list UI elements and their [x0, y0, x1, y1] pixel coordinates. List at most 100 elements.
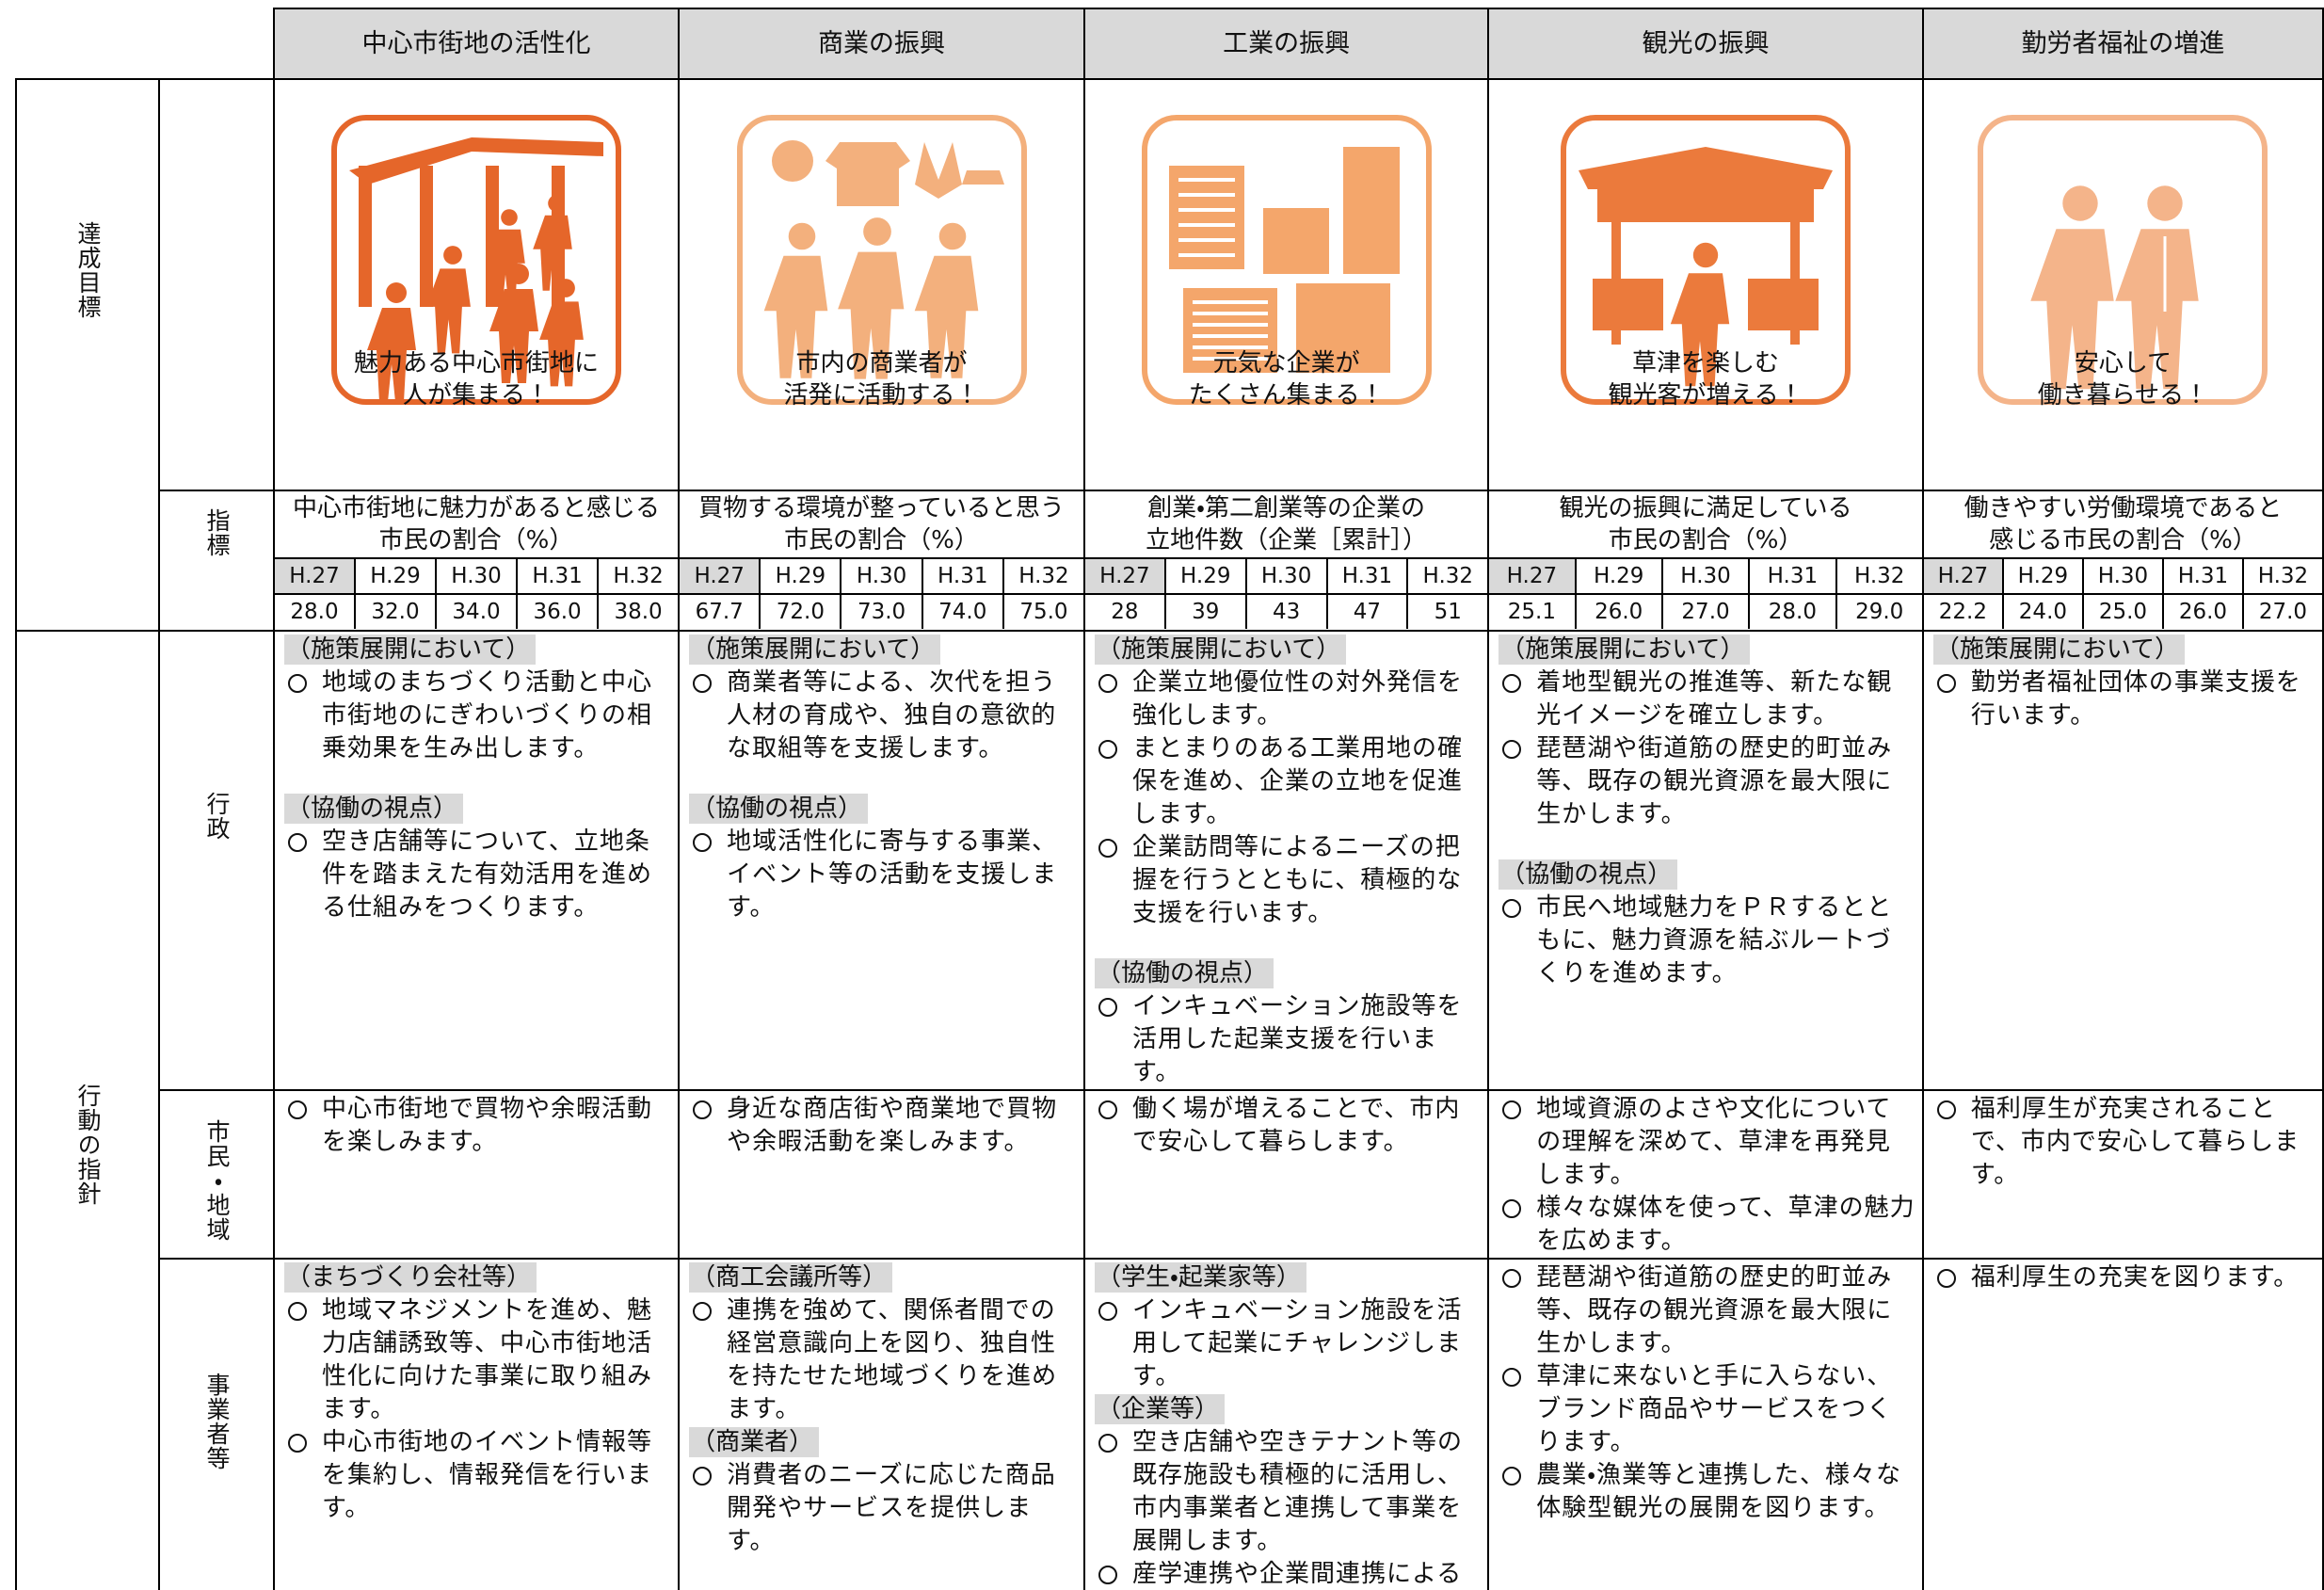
section-heading: （協働の視点） [1499, 859, 1678, 890]
action-item: 農業・漁業等と連携した、様々な体験型観光の展開を図ります。 [1499, 1459, 1916, 1525]
action-row-label: 行政 [158, 630, 275, 1091]
goal-caption: 草津を楽しむ 観光客が増える！ [1490, 347, 1921, 411]
heading-wrap: （協働の視点） [689, 765, 1078, 826]
goal-cell: 魅力ある中心市街地に 人が集まる！ [272, 78, 681, 491]
value: 26.0 [1574, 596, 1661, 629]
year: H.30 [840, 560, 921, 592]
year-cells: H.27 H.29 H.30 H.31 H.32 [681, 560, 1082, 592]
actions-label-text: 行動の指針 [74, 1083, 102, 1206]
table-row: 事業者等 （まちづくり会社等） 地域マネジメントを進め、魅力店舗誘致等、中心市街地活… [16, 1258, 2324, 1590]
section-heading: （施策展開において） [1932, 634, 2186, 665]
heading-wrap: （協働の視点） [284, 765, 672, 826]
year-cells: H.27 H.29 H.30 H.31 H.32 [1924, 560, 2321, 592]
action-item: 空き店舗や空きテナント等の既存施設も積極的に活用し、市内事業者と連携して事業を展… [1095, 1426, 1482, 1558]
indicator-title-line: 市民の割合（%） [1608, 526, 1803, 554]
action-content: （施策展開において） 勤労者福祉団体の事業支援を行います。 [1925, 633, 2321, 732]
year: H.29 [759, 560, 840, 592]
action-item: 企業訪問等によるニーズの把握を行うとともに、積極的な支援を行います。 [1095, 831, 1482, 930]
action-cell: （施策展開において） 勤労者福祉団体の事業支援を行います。 [1921, 630, 2324, 1091]
heading-wrap: （協働の視点） [1094, 930, 1482, 990]
table-row: 指標 中心市街地に魅力があると感じる 市民の割合（%） 買物する環境が整っていると思う… [16, 490, 2324, 632]
value-cells: 25.1 26.0 27.0 28.0 29.0 [1490, 596, 1921, 629]
action-cell: 身近な商店街や商業地で買物や余暇活動を楽しみます。 [678, 1089, 1085, 1260]
goals-label: 達成目標 [15, 78, 160, 632]
value: 28.0 [1748, 596, 1835, 629]
caption-line: 市内の商業者が [795, 349, 968, 377]
value: 75.0 [1002, 596, 1082, 629]
section-heading: （協働の視点） [1094, 958, 1274, 988]
goal-caption: 魅力ある中心市街地に 人が集まる！ [276, 347, 677, 411]
actions-label: 行動の指針 [15, 630, 160, 1590]
heading-wrap: （施策展開において） [284, 634, 672, 667]
caption-line: 安心して [2074, 349, 2172, 377]
action-item: 草津に来ないと手に入らない、ブランド商品やサービスをつくります。 [1499, 1360, 1916, 1459]
indicator-title-line: 観光の振興に満足している [1559, 494, 1852, 522]
caption-line: 魅力ある中心市街地に [354, 349, 600, 377]
section-heading: （施策展開において） [1499, 634, 1751, 665]
action-item: インキュベーション施設等を活用した起業支援を行います。 [1095, 990, 1482, 1088]
section-heading: （施策展開において） [1094, 634, 1347, 665]
value: 38.0 [597, 596, 677, 629]
section-heading: （施策展開において） [284, 634, 537, 665]
section-heading: （商工会議所等） [689, 1262, 893, 1293]
goal-cell: 市内の商業者が 活発に活動する！ [678, 78, 1085, 491]
year: H.30 [1660, 560, 1748, 592]
value: 28.0 [290, 600, 339, 624]
action-cell: （まちづくり会社等） 地域マネジメントを進め、魅力店舗誘致等、中心市街地活性化に向… [272, 1258, 681, 1590]
indicator-title-line: 市民の割合（%） [378, 526, 574, 554]
action-item: まとまりのある工業用地の確保を進め、企業の立地を促進します。 [1095, 732, 1482, 831]
goal-caption: 元気な企業が たくさん集まる！ [1086, 347, 1486, 411]
section-heading: （商業者） [689, 1427, 820, 1457]
action-content: （施策展開において） 企業立地優位性の対外発信を強化します。 まとまりのある工業用地… [1086, 633, 1486, 1088]
value: 34.0 [435, 596, 516, 629]
action-content: 琵琶湖や街道筋の歴史的町並み等、既存の観光資源を最大限に生かします。 草津に来ない… [1490, 1261, 1921, 1525]
value: 43 [1244, 596, 1326, 629]
indicator-title-line: 感じる市民の割合（%） [1989, 526, 2257, 554]
indicator-title: 中心市街地に魅力があると感じる 市民の割合（%） [272, 490, 681, 559]
value: 29.0 [1835, 596, 1921, 629]
action-cell: 地域資源のよさや文化についての理解を深めて、草津を再発見します。 様々な媒体を使っ… [1487, 1089, 1924, 1260]
action-row-label: 市民・地域 [158, 1089, 275, 1260]
action-item: 企業立地優位性の対外発信を強化します。 [1095, 667, 1482, 732]
table-row: 中心市街地の活性化 商業の振興 工業の振興 観光の振興 勤労者福祉の増進 [16, 8, 2324, 80]
year: H.31 [516, 560, 597, 592]
value-row: 25.1 26.0 27.0 28.0 29.0 [1487, 593, 1924, 632]
value: 73.0 [840, 596, 921, 629]
year: H.32 [1002, 560, 1082, 592]
heading-wrap: （施策展開において） [1094, 634, 1482, 667]
action-item: 商業者等による、次代を担う人材の育成や、独自の意欲的な取組等を支援します。 [689, 667, 1078, 765]
year-row: H.27 H.29 H.30 H.31 H.32 [272, 557, 681, 595]
value: 32.0 [354, 596, 435, 629]
year: H.31 [1325, 560, 1407, 592]
action-item: 琵琶湖や街道筋の歴史的町並み等、既存の観光資源を最大限に生かします。 [1499, 732, 1916, 831]
action-content: 福利厚生の充実を図ります。 [1925, 1261, 2321, 1294]
table-row: 市民・地域 中心市街地で買物や余暇活動を楽しみます。 身近な商店街や商業地で買物や余… [16, 1089, 2324, 1260]
action-item: 中心市街地のイベント情報等を集約し、情報発信を行います。 [284, 1426, 672, 1525]
value: 39 [1163, 596, 1245, 629]
action-content: 福利厚生が充実されることで、市内で安心して暮らします。 [1925, 1092, 2321, 1192]
section-heading: （協働の視点） [284, 794, 464, 824]
action-item: 働く場が増えることで、市内で安心して暮らします。 [1095, 1093, 1482, 1159]
goals-spacer [159, 78, 275, 491]
goal-cell: 草津を楽しむ 観光客が増える！ [1487, 78, 1924, 491]
icon [331, 115, 622, 405]
year: H.32 [1835, 560, 1921, 592]
year-row: H.27 H.29 H.30 H.31 H.32 [1921, 557, 2324, 595]
goal-cell: 安心して 働き暮らせる！ [1921, 78, 2324, 491]
heading-wrap: （商工会議所等） [689, 1261, 1078, 1294]
indicator-title-line: 立地件数（企業［累計］） [1146, 526, 1428, 554]
value: 47 [1325, 596, 1407, 629]
action-content: 中心市街地で買物や余暇活動を楽しみます。 [276, 1092, 677, 1159]
value: 25.1 [1507, 600, 1556, 624]
heading-wrap: （企業等） [1094, 1393, 1482, 1426]
heading-wrap: （施策展開において） [689, 634, 1078, 667]
icon [1141, 115, 1432, 405]
action-item: 中心市街地で買物や余暇活動を楽しみます。 [284, 1093, 672, 1159]
column-header: 中心市街地の活性化 [272, 8, 681, 80]
action-item: 勤労者福祉団体の事業支援を行います。 [1933, 667, 2316, 732]
action-item: 空き店舗等について、立地条件を踏まえた有効活用を進める仕組みをつくります。 [284, 826, 672, 924]
value: 27.0 [2241, 596, 2321, 629]
section-heading: （学生・起業家等） [1094, 1262, 1306, 1293]
year-cells: H.27 H.29 H.30 H.31 H.32 [276, 560, 677, 592]
